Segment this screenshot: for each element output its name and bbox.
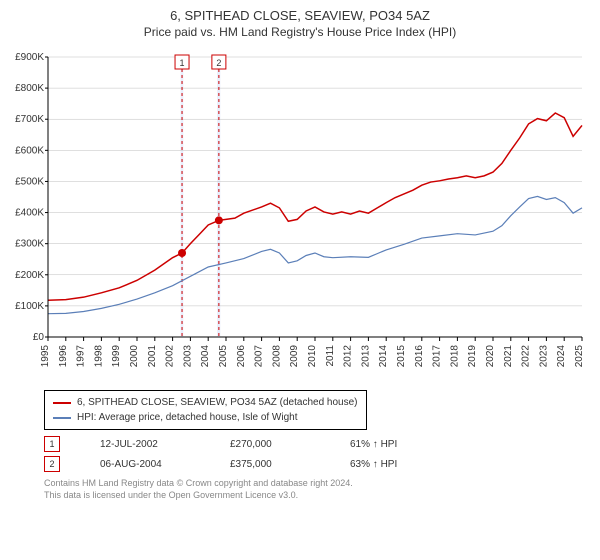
svg-text:2002: 2002: [165, 345, 176, 368]
svg-text:1995: 1995: [40, 345, 51, 368]
transaction-row: 1 12-JUL-2002 £270,000 61% ↑ HPI: [44, 436, 592, 452]
transaction-date: 06-AUG-2004: [100, 459, 190, 470]
svg-text:2008: 2008: [271, 345, 282, 368]
svg-text:2009: 2009: [289, 345, 300, 368]
legend-item: HPI: Average price, detached house, Isle…: [53, 410, 358, 425]
svg-text:2020: 2020: [485, 345, 496, 368]
transaction-delta: 63% ↑ HPI: [350, 459, 397, 470]
legend-label: HPI: Average price, detached house, Isle…: [77, 410, 298, 425]
transaction-row: 2 06-AUG-2004 £375,000 63% ↑ HPI: [44, 456, 592, 472]
svg-text:£900K: £900K: [15, 52, 44, 63]
svg-text:2017: 2017: [432, 345, 443, 368]
transaction-marker: 1: [44, 436, 60, 452]
transactions-table: 1 12-JUL-2002 £270,000 61% ↑ HPI 2 06-AUG-200…: [44, 436, 592, 472]
svg-text:2016: 2016: [414, 345, 425, 368]
svg-text:2004: 2004: [200, 345, 211, 368]
svg-text:1998: 1998: [93, 345, 104, 368]
svg-text:2001: 2001: [147, 345, 158, 368]
svg-text:2005: 2005: [218, 345, 229, 368]
svg-text:1999: 1999: [111, 345, 122, 368]
chart-title: 6, SPITHEAD CLOSE, SEAVIEW, PO34 5AZ: [8, 8, 592, 23]
svg-text:2012: 2012: [343, 345, 354, 368]
svg-text:2025: 2025: [574, 345, 585, 368]
svg-text:2014: 2014: [378, 345, 389, 368]
svg-text:£800K: £800K: [15, 83, 44, 94]
svg-text:2003: 2003: [182, 345, 193, 368]
svg-text:2022: 2022: [521, 345, 532, 368]
svg-text:2018: 2018: [449, 345, 460, 368]
svg-text:1996: 1996: [58, 345, 69, 368]
svg-text:2007: 2007: [254, 345, 265, 368]
svg-text:2: 2: [216, 58, 221, 68]
transaction-marker: 2: [44, 456, 60, 472]
svg-text:2011: 2011: [325, 345, 336, 367]
footer-line-2: This data is licensed under the Open Gov…: [44, 490, 592, 502]
svg-text:£300K: £300K: [15, 239, 44, 250]
svg-text:£100K: £100K: [15, 301, 44, 312]
svg-text:£200K: £200K: [15, 270, 44, 281]
svg-text:£500K: £500K: [15, 176, 44, 187]
transaction-delta: 61% ↑ HPI: [350, 439, 397, 450]
price-chart: £0 £100K £200K £300K £400K £500K £600K £700K £80…: [8, 49, 592, 379]
chart-subtitle: Price paid vs. HM Land Registry's House …: [8, 25, 592, 39]
svg-text:2000: 2000: [129, 345, 140, 368]
svg-text:2006: 2006: [236, 345, 247, 368]
legend-label: 6, SPITHEAD CLOSE, SEAVIEW, PO34 5AZ (de…: [77, 395, 358, 410]
svg-text:£700K: £700K: [15, 114, 44, 125]
transaction-price: £270,000: [230, 439, 310, 450]
svg-text:1997: 1997: [76, 345, 87, 368]
svg-text:2010: 2010: [307, 345, 318, 368]
legend: 6, SPITHEAD CLOSE, SEAVIEW, PO34 5AZ (de…: [44, 390, 367, 430]
transaction-date: 12-JUL-2002: [100, 439, 190, 450]
legend-swatch: [53, 417, 71, 419]
svg-text:2023: 2023: [538, 345, 549, 368]
transaction-price: £375,000: [230, 459, 310, 470]
legend-item: 6, SPITHEAD CLOSE, SEAVIEW, PO34 5AZ (de…: [53, 395, 358, 410]
svg-text:£400K: £400K: [15, 208, 44, 219]
svg-text:2019: 2019: [467, 345, 478, 368]
svg-text:£0: £0: [33, 332, 45, 343]
svg-text:£600K: £600K: [15, 145, 44, 156]
svg-text:2021: 2021: [503, 345, 514, 368]
chart-container: £0 £100K £200K £300K £400K £500K £600K £700K £80…: [8, 49, 592, 382]
footer-attribution: Contains HM Land Registry data © Crown c…: [44, 478, 592, 501]
svg-text:2013: 2013: [360, 345, 371, 368]
svg-text:1: 1: [180, 58, 185, 68]
svg-text:2015: 2015: [396, 345, 407, 368]
legend-swatch: [53, 402, 71, 404]
footer-line-1: Contains HM Land Registry data © Crown c…: [44, 478, 592, 490]
svg-text:2024: 2024: [556, 345, 567, 368]
